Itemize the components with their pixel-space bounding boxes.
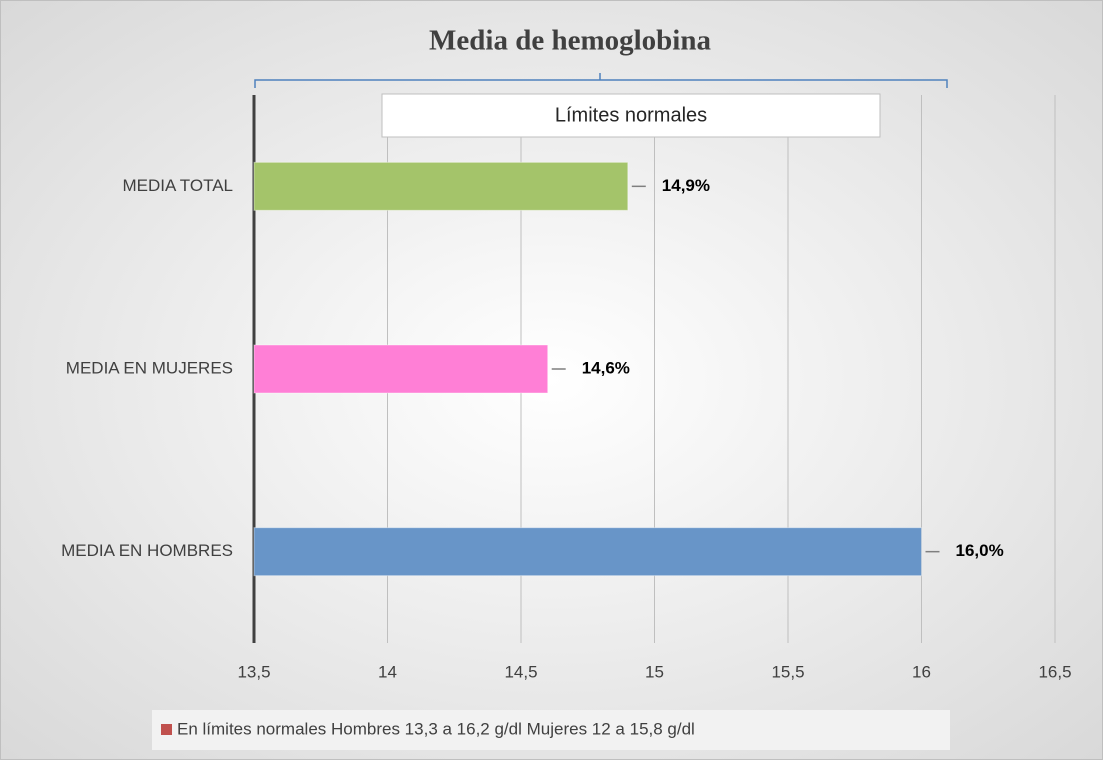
x-tick-label: 14,5 xyxy=(504,662,537,681)
annotation-box xyxy=(381,93,881,138)
bar xyxy=(253,161,629,211)
value-label: 14,6% xyxy=(582,358,630,377)
value-label: 14,9% xyxy=(662,176,710,195)
y-tick-label: MEDIA TOTAL xyxy=(122,176,233,195)
x-tick-label: 16 xyxy=(912,662,931,681)
value-label: 16,0% xyxy=(956,541,1004,560)
bar xyxy=(253,527,922,577)
legend-text: En límites normales Hombres 13,3 a 16,2 … xyxy=(177,719,695,738)
annotation: Límites normales xyxy=(555,104,707,126)
y-tick-label: MEDIA EN MUJERES xyxy=(66,358,233,377)
legend-box xyxy=(152,710,950,750)
x-tick-label: 15 xyxy=(645,662,664,681)
x-tick-label: 14 xyxy=(378,662,397,681)
legend-swatch xyxy=(161,724,172,735)
bracket xyxy=(254,73,948,88)
chart-title: Media de hemoglobina xyxy=(429,25,711,57)
x-tick-label: 15,5 xyxy=(771,662,804,681)
x-tick-label: 16,5 xyxy=(1038,662,1071,681)
x-tick-label: 13,5 xyxy=(237,662,270,681)
plot: 13,5 14 14,5 15 15,5 16 16,5 MEDIA TOTAL 14,9% ME… xyxy=(61,95,1072,681)
y-tick-label: MEDIA EN HOMBRES xyxy=(61,541,233,560)
bar xyxy=(253,344,549,394)
